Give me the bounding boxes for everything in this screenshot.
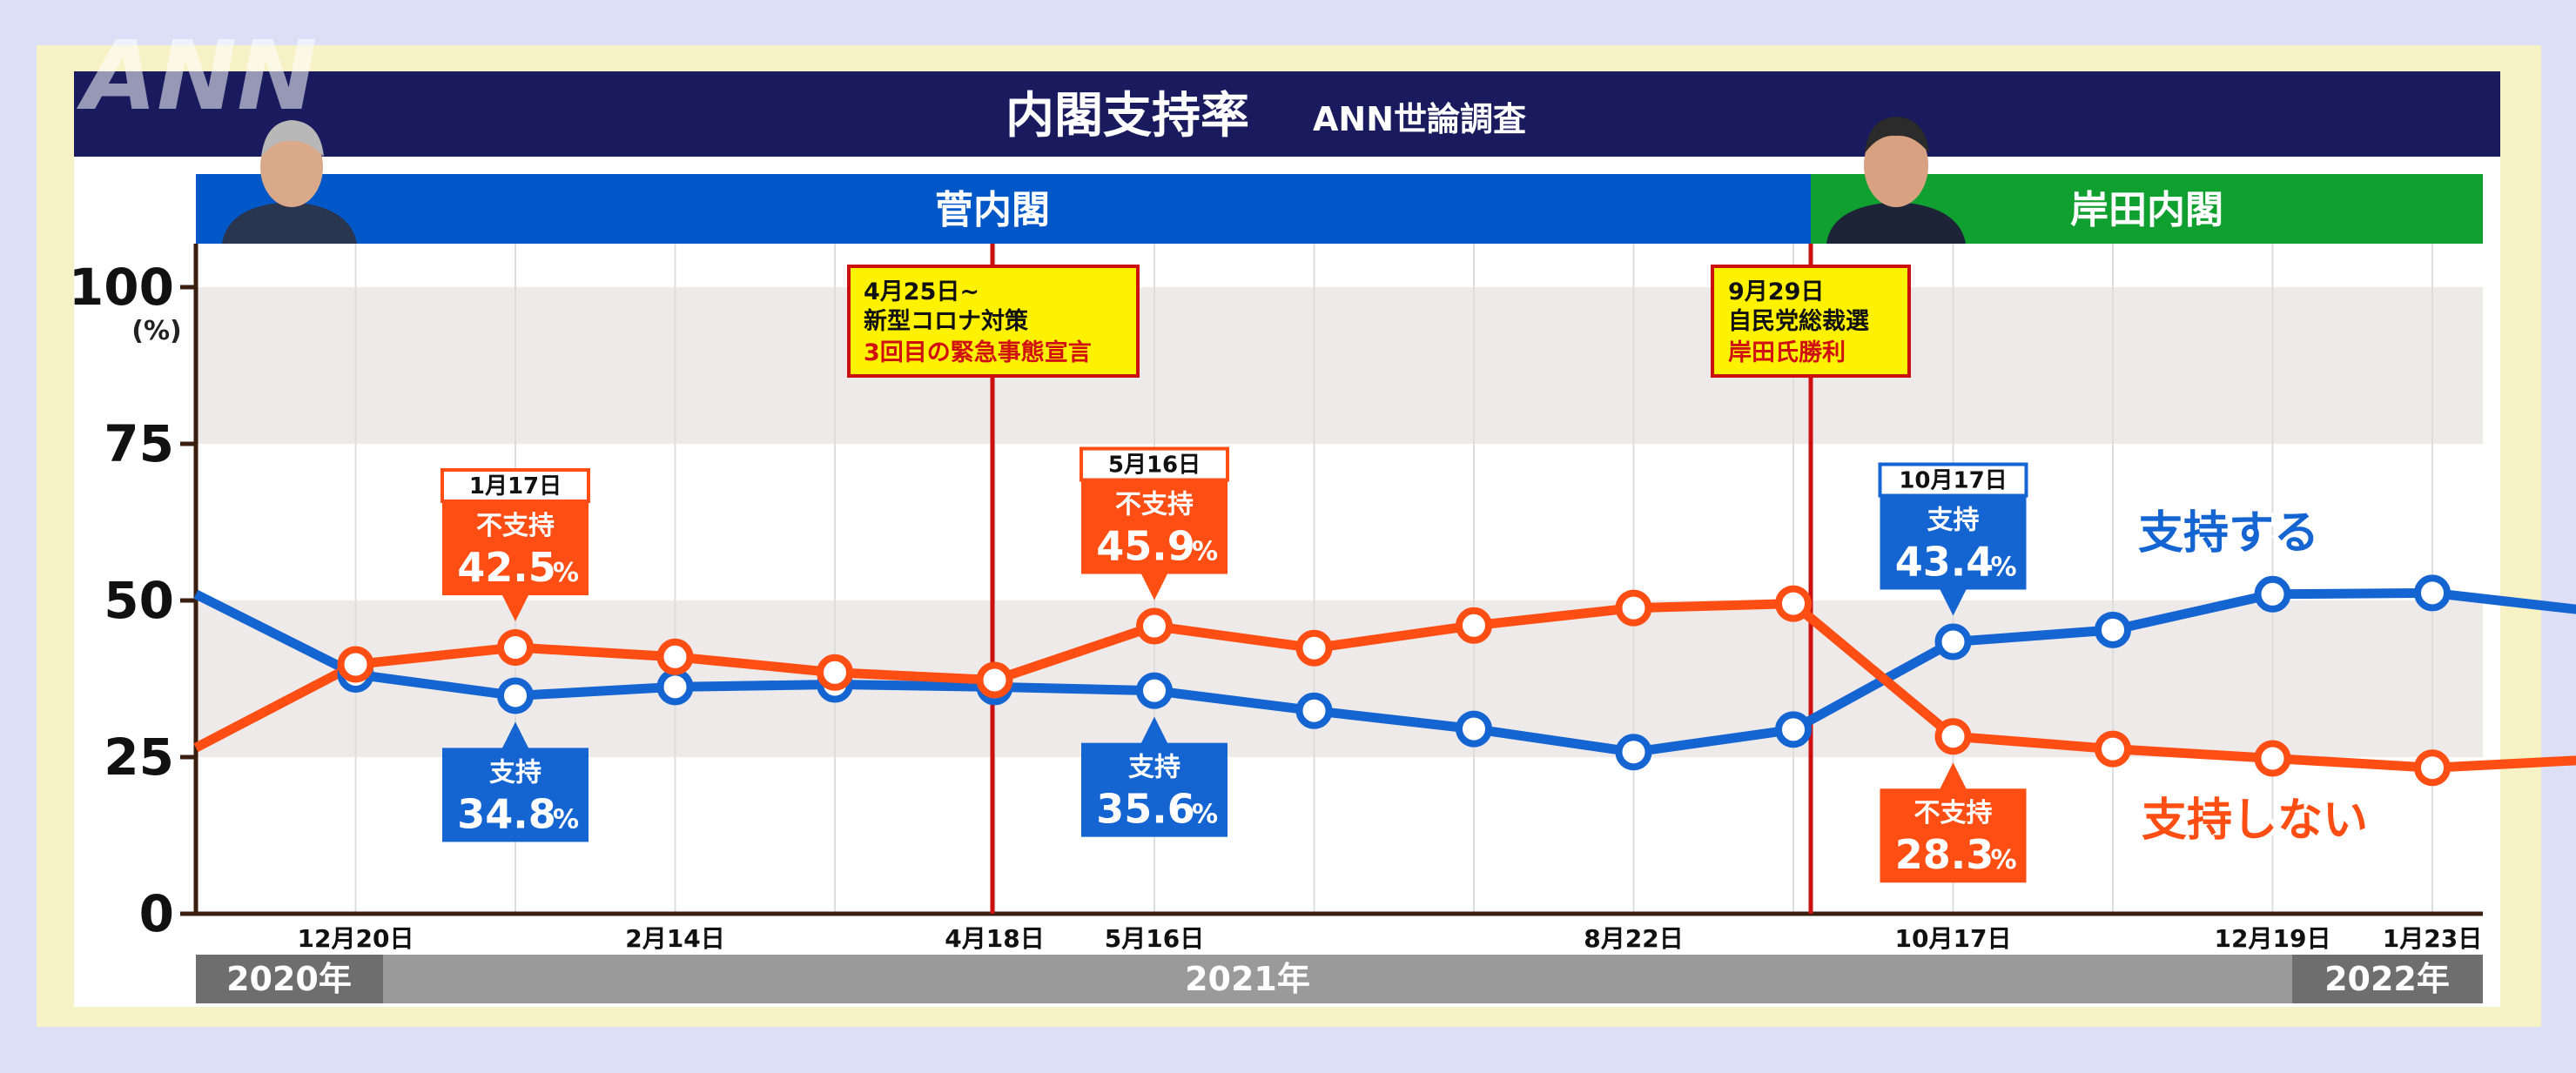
nonsupport-point	[1619, 594, 1649, 623]
callout-label: 不支持	[476, 511, 555, 541]
callout-value: 28.3	[1895, 831, 1994, 878]
event-detail: 岸田氏勝利	[1728, 339, 1846, 366]
support-point	[1459, 714, 1489, 744]
support-point	[1140, 676, 1169, 706]
support-point	[2418, 578, 2447, 607]
y-axis-unit-label: (%)	[131, 316, 181, 346]
nonsupport-point	[341, 649, 371, 679]
event-detail: 3回目の緊急事態宣言	[864, 339, 1092, 366]
callout-unit: %	[1192, 537, 1218, 567]
callout-value: 35.6	[1096, 786, 1195, 833]
nonsupport-point	[1459, 611, 1489, 640]
callout-unit: %	[1990, 845, 2016, 875]
year-bar	[196, 955, 2483, 1003]
callout-unit: %	[1192, 800, 1218, 830]
support-point	[1939, 627, 1968, 657]
support-point	[501, 681, 530, 710]
year-label-2021: 2021年	[1185, 960, 1310, 998]
suga-cabinet-label: 菅内閣	[935, 188, 1050, 232]
callout-value: 45.9	[1096, 523, 1195, 570]
y-tick-label: 25	[104, 728, 174, 787]
nonsupport-point	[1300, 634, 1329, 663]
nonsupport-point	[661, 642, 690, 672]
support-point	[1779, 714, 1808, 744]
callout-label: 支持	[1128, 753, 1180, 783]
year-label-2020: 2020年	[226, 960, 352, 998]
callout-unit: %	[553, 804, 579, 835]
callout-unit: %	[1990, 553, 2016, 583]
y-tick-label: 75	[104, 414, 174, 473]
callout-unit: %	[553, 558, 579, 588]
callout-label: 支持	[1927, 506, 1980, 536]
callout-date: 10月17日	[1899, 468, 2007, 494]
x-tick-label: 12月20日	[298, 924, 414, 953]
callout-value: 43.4	[1895, 539, 1994, 586]
support-point	[1300, 696, 1329, 726]
ann-watermark-logo: ANN	[76, 20, 317, 131]
callout-label: 不支持	[1115, 490, 1194, 520]
x-tick-label: 2月14日	[625, 924, 724, 953]
x-tick-label: 4月18日	[945, 924, 1044, 953]
kishida-cabinet-label: 岸田内閣	[2070, 188, 2223, 232]
x-tick-label: 10月17日	[1895, 924, 2012, 953]
nonsupport-point	[2098, 734, 2128, 764]
x-tick-label: 5月16日	[1105, 924, 1204, 953]
y-tick-label: 0	[139, 884, 174, 943]
nonsupport-point	[820, 658, 850, 687]
chart-subtitle: ANN世論調査	[1313, 100, 1526, 138]
nonsupport-point	[2418, 753, 2447, 782]
event-box-election: 9月29日 自民党総裁選 岸田氏勝利	[1712, 266, 1909, 376]
callout-label: 支持	[489, 757, 541, 788]
callout-label: 不支持	[1914, 798, 1993, 828]
chart-title: 内閣支持率	[1006, 88, 1249, 144]
support-point	[2098, 615, 2128, 645]
nonsupport-point	[2258, 743, 2288, 773]
legend-support: 支持する	[2138, 507, 2319, 560]
support-point	[661, 672, 690, 701]
y-tick-label: 50	[104, 571, 174, 630]
event-date: 9月29日	[1728, 278, 1824, 305]
nonsupport-point	[980, 665, 1010, 694]
x-tick-label: 1月23日	[2383, 924, 2482, 953]
legend-nonsupport: 支持しない	[2142, 795, 2368, 847]
callout-value: 34.8	[457, 790, 556, 837]
callout-date: 1月17日	[469, 473, 562, 500]
callout-value: 42.5	[457, 544, 556, 591]
event-title: 自民党総裁選	[1728, 307, 1869, 335]
event-date: 4月25日~	[864, 278, 979, 305]
event-title: 新型コロナ対策	[864, 307, 1029, 335]
nonsupport-point	[1939, 721, 1968, 751]
nonsupport-point	[501, 633, 530, 662]
year-label-2022: 2022年	[2324, 960, 2450, 998]
callout-date: 5月16日	[1108, 453, 1201, 479]
nonsupport-point	[1140, 612, 1169, 641]
y-tick-label: 100	[69, 258, 174, 317]
x-tick-label: 12月19日	[2215, 924, 2331, 953]
support-point	[2258, 580, 2288, 609]
support-point	[1619, 737, 1649, 767]
nonsupport-point	[1779, 589, 1808, 619]
shade-band	[196, 287, 2483, 444]
event-box-emergency: 4月25日~ 新型コロナ対策 3回目の緊急事態宣言	[849, 266, 1138, 376]
header-bar	[74, 71, 2500, 157]
x-tick-label: 8月22日	[1584, 924, 1683, 953]
